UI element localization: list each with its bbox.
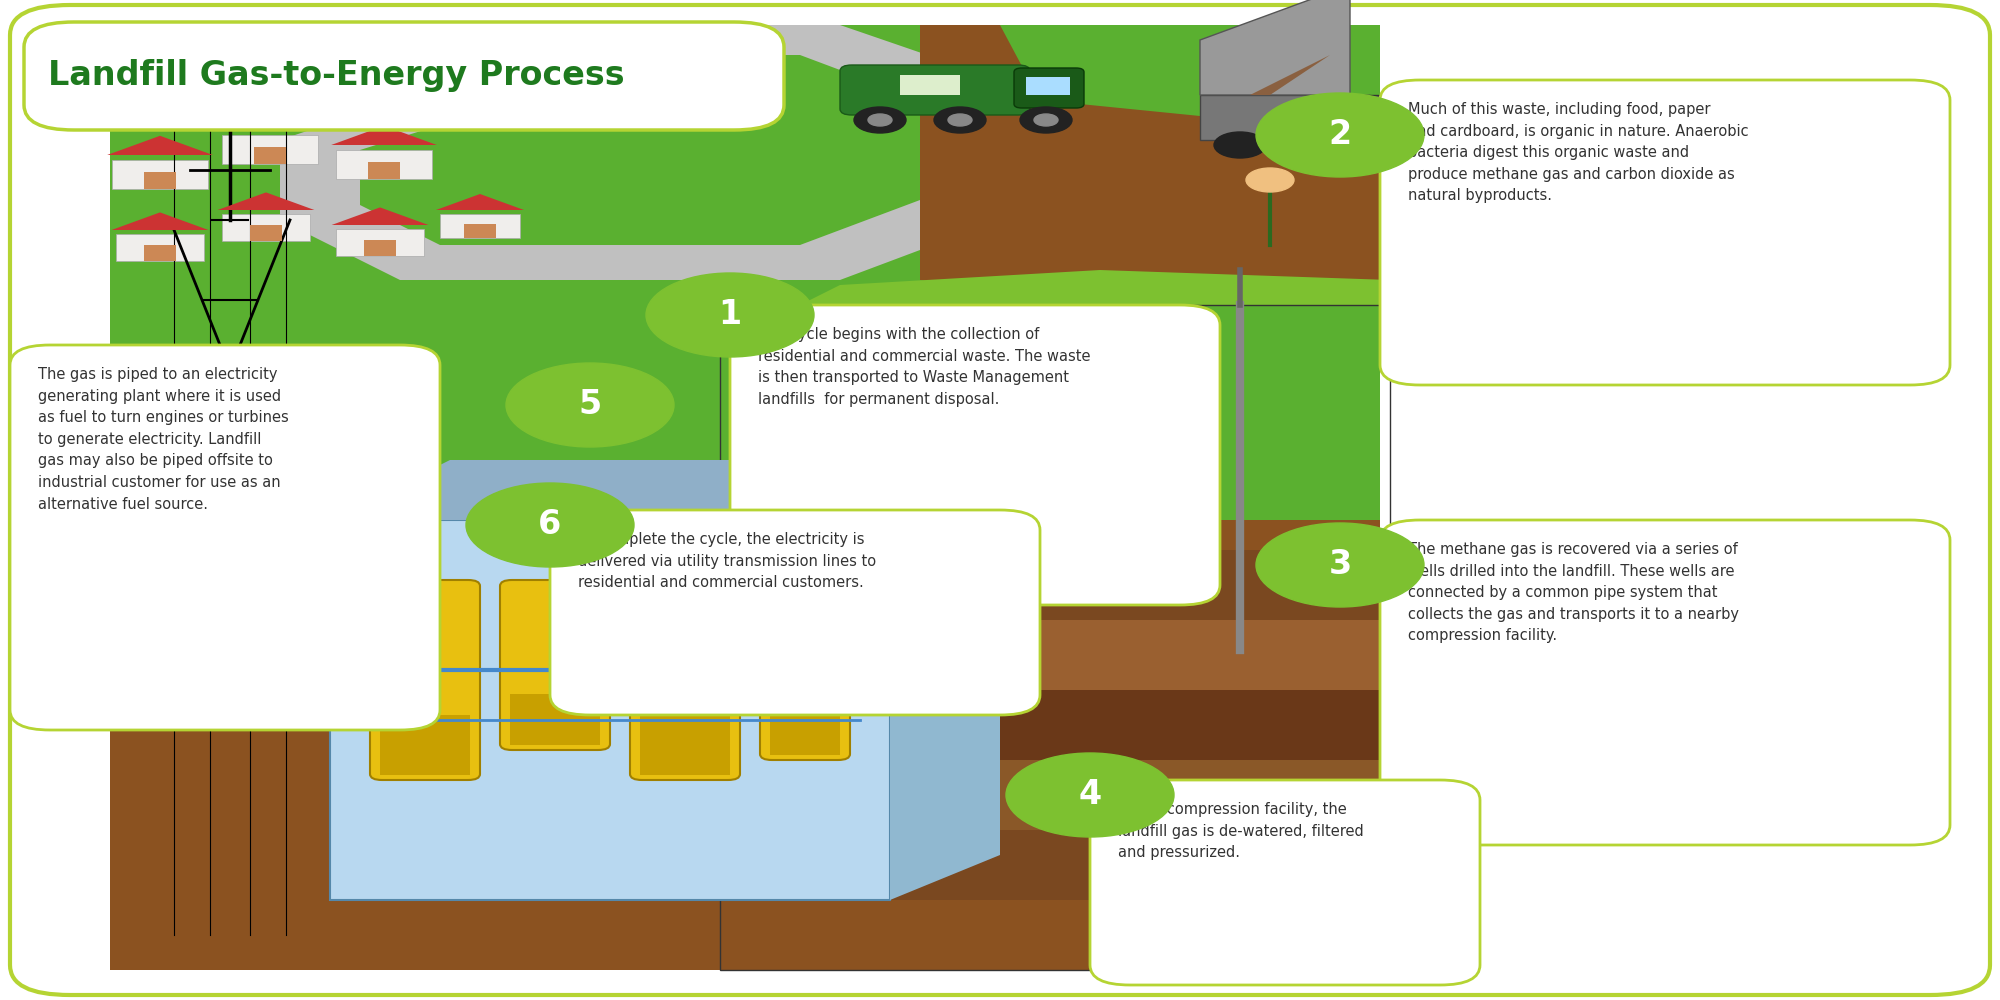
FancyBboxPatch shape <box>550 510 1040 715</box>
Bar <box>720 760 1390 830</box>
FancyBboxPatch shape <box>760 580 850 760</box>
Polygon shape <box>330 460 1000 520</box>
Bar <box>720 550 1390 620</box>
Circle shape <box>1006 753 1174 837</box>
Bar <box>770 701 840 755</box>
Bar <box>144 245 176 261</box>
Text: The methane gas is recovered via a series of
wells drilled into the landfill. Th: The methane gas is recovered via a serie… <box>1408 542 1740 643</box>
Bar <box>222 135 318 164</box>
Polygon shape <box>332 126 436 145</box>
Bar <box>250 225 282 241</box>
Polygon shape <box>280 25 1000 280</box>
Bar <box>116 234 204 261</box>
Bar <box>222 214 310 241</box>
FancyBboxPatch shape <box>1380 80 1950 385</box>
Text: To complete the cycle, the electricity is
delivered via utility transmission lin: To complete the cycle, the electricity i… <box>578 532 876 590</box>
Circle shape <box>1256 523 1424 607</box>
Circle shape <box>1034 114 1058 126</box>
Text: The gas is piped to an electricity
generating plant where it is used
as fuel to : The gas is piped to an electricity gener… <box>38 367 288 512</box>
Text: 1: 1 <box>718 298 742 332</box>
Polygon shape <box>360 55 920 245</box>
Circle shape <box>948 114 972 126</box>
Polygon shape <box>332 207 428 225</box>
Text: 4: 4 <box>1078 778 1102 812</box>
Bar <box>336 229 424 256</box>
Text: 5: 5 <box>578 388 602 422</box>
Bar <box>900 75 960 95</box>
Bar <box>364 240 396 256</box>
Polygon shape <box>1200 0 1350 95</box>
Bar <box>330 520 890 900</box>
Circle shape <box>1214 132 1266 158</box>
Bar <box>464 224 496 238</box>
Circle shape <box>1256 93 1424 177</box>
Bar <box>254 147 286 164</box>
Text: The cycle begins with the collection of
residential and commercial waste. The wa: The cycle begins with the collection of … <box>758 327 1090 407</box>
Polygon shape <box>218 192 314 210</box>
Circle shape <box>1020 107 1072 133</box>
Text: 2: 2 <box>1328 118 1352 151</box>
Text: Much of this waste, including food, paper
and cardboard, is organic in nature. A: Much of this waste, including food, pape… <box>1408 102 1748 203</box>
Polygon shape <box>436 194 524 210</box>
Bar <box>1200 95 1370 140</box>
FancyBboxPatch shape <box>1090 780 1480 985</box>
Text: 3: 3 <box>1328 548 1352 582</box>
Bar <box>720 620 1390 690</box>
FancyBboxPatch shape <box>500 580 610 750</box>
Circle shape <box>1304 132 1356 158</box>
Bar <box>110 25 1380 520</box>
Polygon shape <box>890 460 1000 900</box>
FancyBboxPatch shape <box>10 5 1990 995</box>
Bar <box>720 690 1390 760</box>
Polygon shape <box>108 136 212 155</box>
Bar <box>380 715 470 775</box>
Bar <box>112 160 208 189</box>
Circle shape <box>646 273 814 357</box>
Polygon shape <box>112 212 208 230</box>
Text: At the compression facility, the
landfill gas is de-watered, filtered
and pressu: At the compression facility, the landfil… <box>1118 802 1364 860</box>
Polygon shape <box>218 111 322 130</box>
FancyBboxPatch shape <box>840 65 1030 115</box>
Polygon shape <box>800 270 1390 305</box>
FancyBboxPatch shape <box>1380 520 1950 845</box>
Bar <box>336 150 432 179</box>
FancyBboxPatch shape <box>730 305 1220 605</box>
Bar <box>144 172 176 189</box>
Circle shape <box>934 107 986 133</box>
Bar <box>368 162 400 179</box>
Polygon shape <box>1250 55 1330 95</box>
Bar <box>720 830 1390 900</box>
Polygon shape <box>920 25 1380 300</box>
Circle shape <box>854 107 906 133</box>
Bar <box>510 694 600 745</box>
Bar <box>110 520 1380 970</box>
FancyBboxPatch shape <box>24 22 784 130</box>
FancyBboxPatch shape <box>110 25 1380 970</box>
FancyBboxPatch shape <box>370 580 480 780</box>
Bar <box>1354 95 1410 133</box>
Circle shape <box>466 483 634 567</box>
Circle shape <box>1246 168 1294 192</box>
Text: 6: 6 <box>538 508 562 542</box>
Bar <box>440 214 520 238</box>
Circle shape <box>868 114 892 126</box>
FancyBboxPatch shape <box>10 345 440 730</box>
Circle shape <box>506 363 674 447</box>
Bar <box>640 715 730 775</box>
Text: Landfill Gas-to-Energy Process: Landfill Gas-to-Energy Process <box>48 60 624 93</box>
Polygon shape <box>1000 25 1380 120</box>
FancyBboxPatch shape <box>1014 68 1084 108</box>
FancyBboxPatch shape <box>630 580 740 780</box>
Bar <box>1026 77 1070 95</box>
